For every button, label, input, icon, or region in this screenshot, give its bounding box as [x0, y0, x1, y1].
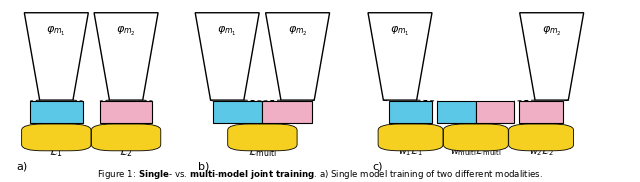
Bar	[476, 101, 515, 123]
Text: $w_2\mathcal{L}_2$: $w_2\mathcal{L}_2$	[529, 145, 554, 158]
Bar	[520, 101, 563, 123]
Text: $\varphi_{m_2}$: $\varphi_{m_2}$	[542, 25, 561, 38]
FancyBboxPatch shape	[92, 124, 161, 151]
Text: $\mathcal{L}_\mathrm{multi}$: $\mathcal{L}_\mathrm{multi}$	[248, 145, 277, 159]
Text: $\varphi_{m_1}$: $\varphi_{m_1}$	[218, 25, 237, 38]
Polygon shape	[24, 13, 88, 100]
Text: $\mathcal{L}_1$: $\mathcal{L}_1$	[49, 145, 63, 159]
Bar	[212, 101, 262, 123]
Text: $\varphi_{m_1}$: $\varphi_{m_1}$	[390, 25, 410, 38]
Polygon shape	[266, 13, 330, 100]
Bar	[100, 101, 152, 123]
Text: $\varphi_{m_2}$: $\varphi_{m_2}$	[116, 25, 136, 38]
Text: a): a)	[16, 162, 28, 171]
FancyBboxPatch shape	[444, 124, 508, 151]
FancyBboxPatch shape	[509, 124, 573, 151]
Text: b): b)	[198, 162, 210, 171]
Text: $w_1\mathcal{L}_1$: $w_1\mathcal{L}_1$	[398, 145, 423, 158]
Bar	[262, 101, 312, 123]
Polygon shape	[94, 13, 158, 100]
FancyBboxPatch shape	[378, 124, 443, 151]
Text: $w_\mathrm{multi}\mathcal{L}_\mathrm{multi}$: $w_\mathrm{multi}\mathcal{L}_\mathrm{mul…	[450, 145, 502, 158]
Text: $\varphi_{m_1}$: $\varphi_{m_1}$	[47, 25, 66, 38]
Text: $\varphi_{m_2}$: $\varphi_{m_2}$	[288, 25, 307, 38]
Text: Figure 1: $\mathbf{Single}$- vs. $\mathbf{multi}$-$\mathbf{model}$ $\mathbf{join: Figure 1: $\mathbf{Single}$- vs. $\mathb…	[97, 168, 543, 181]
Text: c): c)	[372, 162, 383, 171]
Polygon shape	[195, 13, 259, 100]
Polygon shape	[368, 13, 432, 100]
FancyBboxPatch shape	[22, 124, 91, 151]
FancyBboxPatch shape	[228, 124, 297, 151]
Bar	[388, 101, 433, 123]
Polygon shape	[520, 13, 584, 100]
Bar	[438, 101, 476, 123]
Text: $\mathcal{L}_2$: $\mathcal{L}_2$	[119, 145, 133, 159]
Bar	[30, 101, 83, 123]
